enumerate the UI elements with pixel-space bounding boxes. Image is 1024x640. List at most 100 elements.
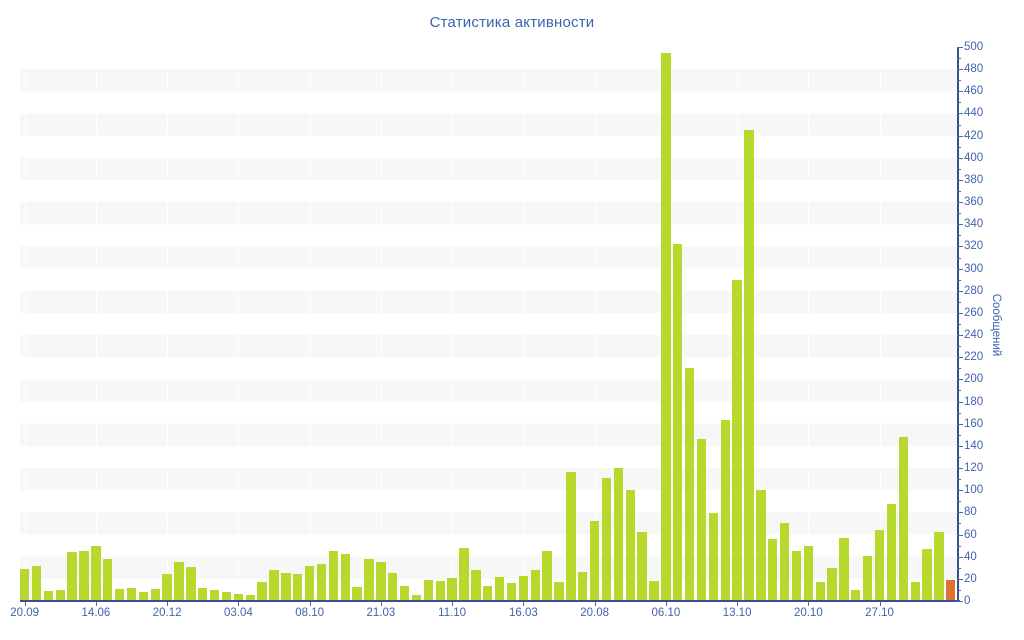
- y-axis-tick-label: 480: [964, 63, 984, 76]
- bar: [934, 532, 944, 601]
- bar: [637, 532, 647, 601]
- bar: [815, 582, 825, 601]
- y-axis-tick-label: 120: [964, 462, 984, 475]
- y-axis-major-tick: [957, 69, 963, 71]
- bar: [31, 565, 42, 601]
- bar: [744, 130, 754, 601]
- bar: [91, 545, 101, 601]
- bar: [293, 574, 303, 601]
- y-axis-minor-tick: [957, 279, 961, 281]
- bar: [459, 547, 469, 601]
- y-axis-major-tick: [957, 401, 963, 403]
- y-axis-minor-tick: [957, 434, 961, 436]
- bar: [768, 538, 778, 601]
- y-axis-minor-tick: [957, 213, 961, 215]
- x-axis-tick: [24, 602, 26, 606]
- vertical-gridline: [452, 47, 454, 601]
- bar: [126, 587, 137, 601]
- bar: [779, 523, 790, 601]
- y-axis-major-tick: [957, 268, 963, 270]
- bar: [483, 585, 493, 601]
- bar: [839, 537, 849, 601]
- y-axis-tick-label: 360: [964, 196, 984, 209]
- y-axis-tick-label: 380: [964, 173, 984, 186]
- vertical-gridline: [523, 47, 525, 601]
- y-axis-minor-tick: [957, 324, 961, 325]
- y-axis-major-tick: [957, 246, 963, 248]
- y-axis-tick-label: 440: [964, 107, 984, 120]
- bar: [79, 551, 89, 601]
- bar: [209, 589, 220, 601]
- bar: [518, 575, 529, 601]
- bar: [67, 552, 77, 601]
- bar: [673, 244, 683, 601]
- y-axis-tick-label: 100: [964, 484, 984, 497]
- x-axis-tick: [808, 602, 810, 606]
- bar: [898, 437, 908, 601]
- bar: [494, 576, 505, 601]
- x-axis-label: 11.10: [438, 607, 467, 619]
- y-axis-minor-tick: [957, 523, 961, 525]
- x-axis-tick: [380, 602, 382, 606]
- y-axis-tick-label: 220: [964, 351, 984, 364]
- bar: [55, 589, 65, 601]
- x-axis-label: 20.12: [152, 607, 182, 619]
- y-axis-tick-label: 40: [964, 550, 977, 563]
- x-axis-label: 16.03: [508, 607, 538, 619]
- bar: [578, 572, 588, 601]
- bar: [304, 565, 315, 601]
- y-axis-major-tick: [957, 335, 963, 337]
- x-axis-tick: [309, 602, 311, 606]
- y-axis-minor-tick: [957, 58, 961, 60]
- vertical-gridline: [95, 47, 97, 601]
- y-axis-minor-tick: [957, 301, 961, 303]
- x-axis-label: 06.10: [651, 607, 681, 619]
- x-axis-label: 20.10: [793, 607, 823, 619]
- bar: [506, 583, 517, 601]
- bar: [423, 579, 434, 601]
- bar: [874, 530, 885, 601]
- bar: [910, 582, 920, 601]
- y-axis-major-tick: [957, 179, 963, 181]
- y-axis-tick-label: 280: [964, 284, 984, 297]
- bar: [661, 52, 671, 601]
- bar: [257, 582, 267, 601]
- vertical-gridline: [380, 47, 382, 601]
- y-axis-tick-label: 140: [964, 439, 984, 452]
- x-axis-tick: [665, 602, 667, 606]
- bar: [221, 592, 232, 601]
- y-axis-major-tick: [957, 312, 963, 314]
- bar: [625, 490, 635, 601]
- bar: [198, 587, 208, 601]
- y-axis-major-tick: [957, 47, 963, 48]
- y-axis-tick-label: 180: [964, 395, 984, 408]
- bar: [471, 569, 481, 601]
- y-axis-minor-tick: [957, 257, 961, 259]
- bar: [411, 595, 422, 601]
- vertical-gridline: [238, 47, 240, 601]
- y-axis-tick-label: 80: [964, 506, 977, 519]
- vertical-gridline: [24, 47, 26, 601]
- y-axis-minor-tick: [957, 390, 961, 392]
- bar: [114, 588, 125, 601]
- y-axis-minor-tick: [957, 80, 961, 82]
- y-axis-major-tick: [957, 512, 963, 514]
- bar: [138, 592, 149, 601]
- x-axis-label: 20.09: [10, 607, 40, 619]
- bar: [364, 558, 374, 601]
- x-axis-label: 08.10: [295, 607, 325, 619]
- y-axis-tick-label: 160: [964, 417, 984, 430]
- x-axis-tick: [167, 602, 169, 606]
- y-axis-tick-label: 240: [964, 329, 984, 342]
- bar: [756, 490, 766, 601]
- bar: [43, 591, 54, 601]
- bar: [530, 569, 540, 601]
- x-axis-label: 14.06: [81, 607, 111, 619]
- y-axis-major-tick: [957, 290, 963, 292]
- y-axis-major-tick: [957, 601, 963, 602]
- y-axis-minor-tick: [957, 168, 961, 170]
- y-axis-major-tick: [957, 556, 963, 558]
- y-axis-minor-tick: [957, 479, 961, 481]
- bar: [732, 279, 742, 601]
